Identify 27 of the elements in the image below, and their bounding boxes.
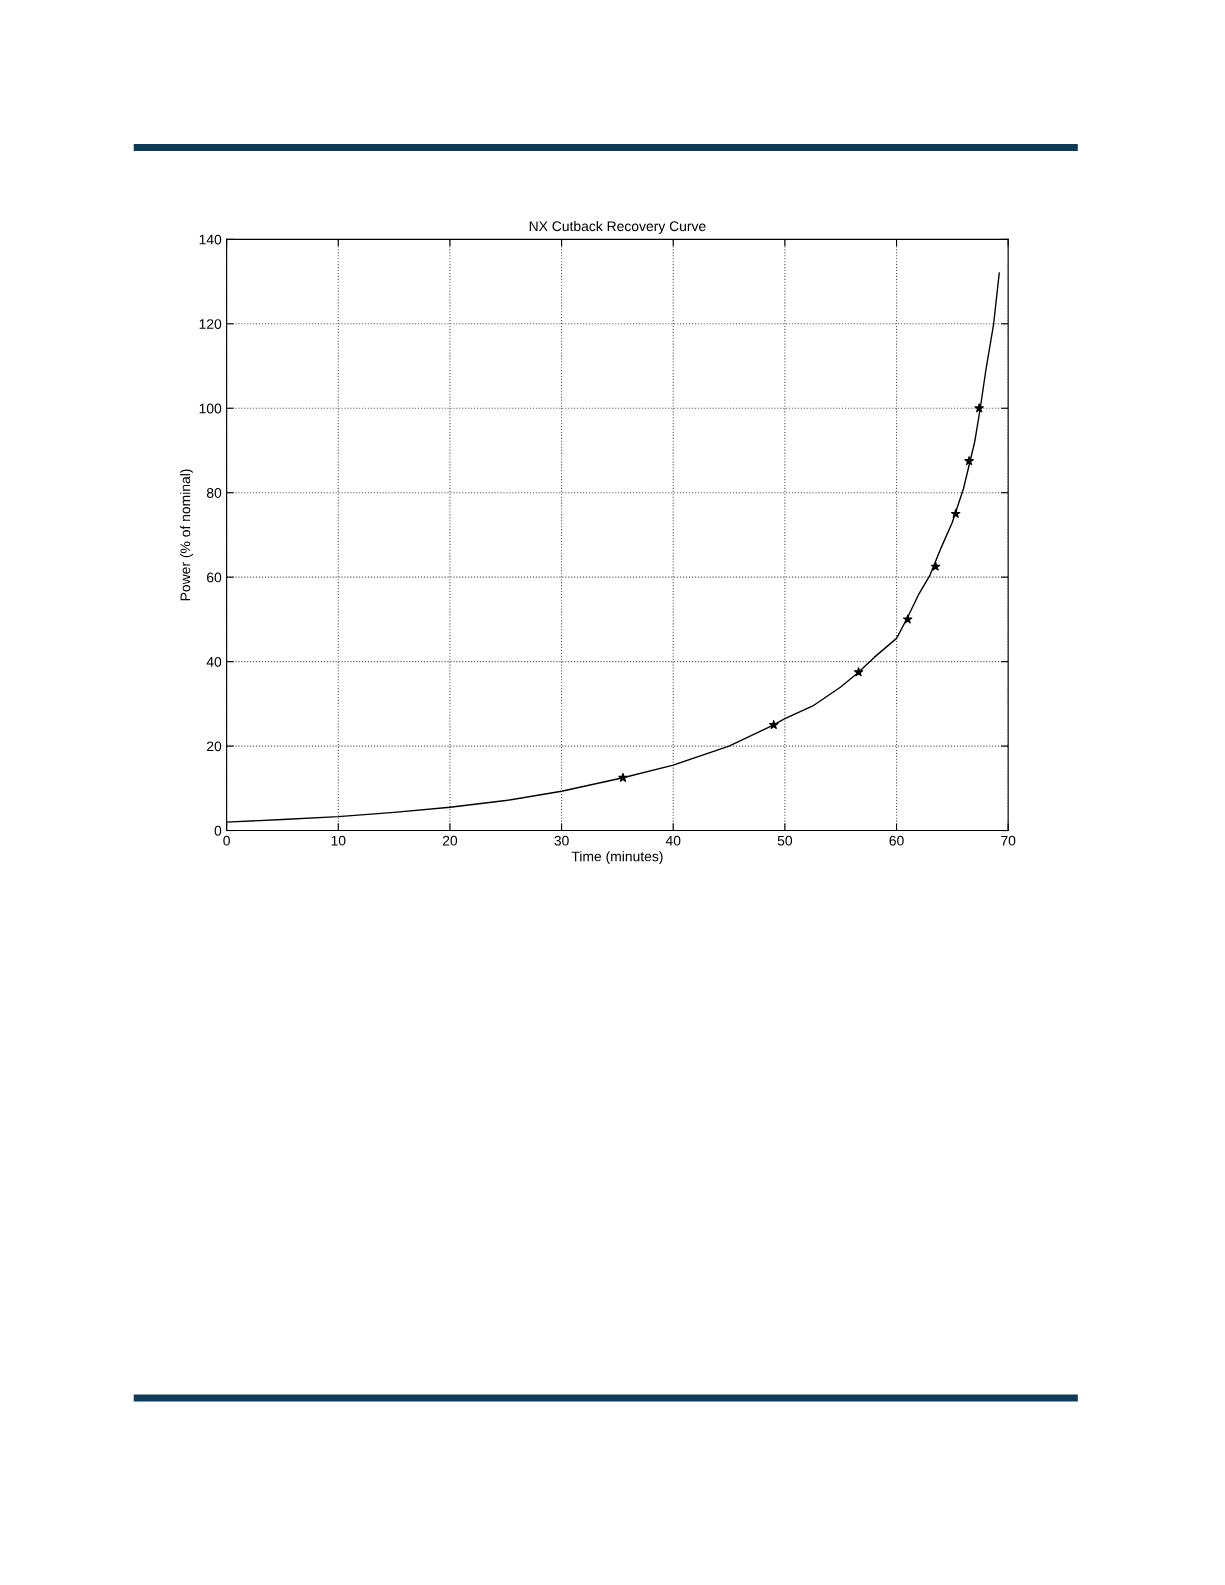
x-tick-label: 0 [223, 835, 230, 846]
point [930, 561, 941, 571]
point [902, 614, 913, 624]
chart-title: NX Cutback Recovery Curve [529, 220, 706, 234]
x-tick-label: 50 [777, 835, 793, 846]
y-tick-label: 120 [199, 319, 222, 329]
point [768, 720, 779, 730]
y-tick-label: 140 [199, 234, 222, 245]
y-tick-label: 80 [206, 488, 222, 498]
y-tick-label: 0 [214, 825, 222, 836]
point [618, 772, 628, 782]
point [950, 508, 961, 518]
point [853, 667, 864, 677]
x-tick-label: 40 [665, 835, 681, 846]
y-tick-label: 20 [207, 741, 222, 752]
x-tick-label: 20 [442, 835, 458, 846]
y-axis-title: Power (% of nominal) [180, 469, 194, 601]
point [964, 456, 974, 466]
x-axis-title: Time (minutes) [571, 851, 663, 865]
x-tick-label: 70 [1001, 835, 1016, 846]
y-tick-label: 40 [206, 656, 222, 667]
y-tick-label: 100 [199, 403, 222, 414]
x-tick-label: 60 [889, 835, 904, 846]
point [974, 403, 984, 413]
y-tick-label: 60 [207, 572, 222, 583]
x-tick-label: 10 [331, 835, 346, 846]
x-tick-label: 30 [554, 835, 569, 846]
